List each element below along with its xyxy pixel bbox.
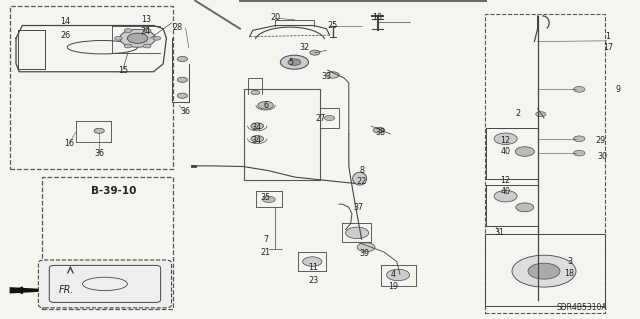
Text: 22: 22: [356, 177, 367, 186]
Circle shape: [310, 50, 320, 55]
Text: 6: 6: [263, 101, 268, 110]
Circle shape: [494, 133, 517, 145]
Text: 35: 35: [260, 193, 271, 202]
Text: 10: 10: [372, 13, 383, 22]
Text: 18: 18: [564, 269, 575, 278]
Text: 27: 27: [315, 114, 325, 122]
Text: 12: 12: [500, 176, 511, 185]
Text: 32: 32: [299, 43, 309, 52]
Circle shape: [280, 55, 308, 69]
Text: 26: 26: [60, 31, 70, 40]
Text: 2: 2: [516, 109, 521, 118]
Text: SDR4B5310A: SDR4B5310A: [557, 303, 607, 312]
Circle shape: [573, 86, 585, 92]
Circle shape: [262, 196, 275, 203]
Circle shape: [357, 243, 375, 252]
Circle shape: [143, 44, 151, 48]
Text: 29: 29: [595, 136, 605, 145]
Text: 5: 5: [289, 58, 294, 67]
Circle shape: [251, 136, 264, 142]
Text: 30: 30: [598, 152, 608, 161]
Circle shape: [177, 77, 188, 82]
Text: 14: 14: [60, 17, 70, 26]
Circle shape: [303, 257, 322, 266]
Circle shape: [573, 136, 585, 142]
Circle shape: [512, 255, 576, 287]
Text: 37: 37: [353, 203, 364, 212]
Text: 4: 4: [391, 270, 396, 279]
Text: 24: 24: [141, 27, 151, 36]
Text: 9: 9: [615, 85, 620, 94]
Circle shape: [288, 59, 301, 65]
Polygon shape: [10, 287, 38, 293]
Circle shape: [324, 115, 335, 121]
Circle shape: [346, 227, 369, 239]
Circle shape: [494, 190, 517, 202]
Circle shape: [177, 56, 188, 62]
Text: 12: 12: [500, 136, 511, 145]
Text: 40: 40: [500, 187, 511, 196]
Circle shape: [528, 263, 560, 279]
Circle shape: [536, 112, 546, 117]
Text: 31: 31: [494, 228, 504, 237]
Circle shape: [258, 101, 273, 109]
Text: 13: 13: [141, 15, 151, 24]
Circle shape: [515, 147, 534, 156]
Circle shape: [94, 128, 104, 133]
Text: 3: 3: [567, 257, 572, 266]
Text: 36: 36: [94, 149, 104, 158]
Text: 34: 34: [251, 136, 261, 145]
Text: 20: 20: [270, 13, 280, 22]
Ellipse shape: [353, 172, 367, 185]
Circle shape: [153, 36, 161, 40]
Text: 39: 39: [360, 249, 370, 258]
Text: 21: 21: [260, 248, 271, 256]
Circle shape: [516, 203, 534, 212]
Text: 17: 17: [603, 43, 613, 52]
Circle shape: [251, 90, 260, 95]
Circle shape: [177, 93, 188, 98]
Circle shape: [373, 127, 385, 133]
Text: B-39-10: B-39-10: [91, 186, 136, 197]
Circle shape: [124, 44, 132, 48]
Text: 33: 33: [321, 72, 332, 81]
Circle shape: [326, 72, 339, 78]
Text: 7: 7: [263, 235, 268, 244]
Text: 34: 34: [251, 123, 261, 132]
Circle shape: [143, 29, 151, 33]
Circle shape: [251, 123, 264, 129]
Text: 36: 36: [180, 107, 191, 116]
Circle shape: [124, 29, 132, 33]
Text: 1: 1: [605, 32, 611, 41]
Circle shape: [573, 150, 585, 156]
Text: 11: 11: [308, 263, 319, 272]
Text: 8: 8: [359, 166, 364, 175]
Text: FR.: FR.: [59, 285, 74, 295]
Text: 19: 19: [388, 282, 399, 291]
Text: 23: 23: [308, 276, 319, 285]
Text: 40: 40: [500, 147, 511, 156]
Text: 25: 25: [328, 21, 338, 30]
FancyBboxPatch shape: [38, 260, 172, 308]
Circle shape: [127, 33, 148, 43]
Text: 16: 16: [64, 139, 74, 148]
Circle shape: [115, 36, 122, 40]
Text: 38: 38: [376, 128, 386, 137]
Text: 28: 28: [173, 23, 183, 32]
Circle shape: [120, 29, 156, 47]
Text: 15: 15: [118, 66, 128, 75]
Circle shape: [387, 269, 410, 281]
